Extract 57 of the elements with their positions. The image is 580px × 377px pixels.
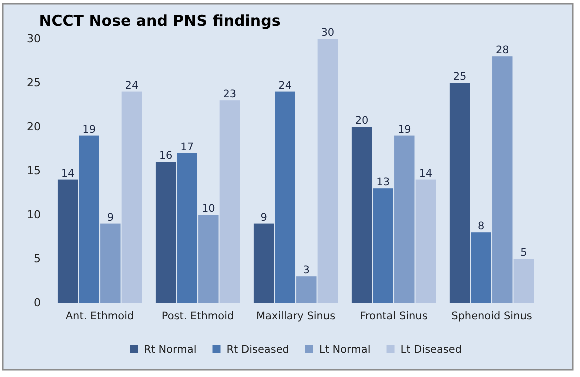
data-label: 25 — [453, 71, 467, 83]
data-label: 30 — [321, 27, 335, 39]
bar — [296, 276, 317, 303]
bar — [156, 162, 176, 303]
data-label: 24 — [125, 80, 139, 92]
x-tick-label: Ant. Ethmoid — [66, 310, 134, 322]
x-tick-label: Post. Ethmoid — [162, 310, 234, 322]
bar — [79, 136, 100, 303]
legend-label: Lt Diseased — [400, 344, 462, 356]
bar — [352, 127, 372, 303]
y-tick-label: 0 — [34, 296, 41, 310]
data-label: 13 — [376, 176, 390, 189]
bar — [394, 136, 415, 303]
data-label: 9 — [107, 212, 114, 224]
data-label: 10 — [202, 203, 216, 215]
data-label: 19 — [82, 124, 96, 136]
bar — [58, 180, 78, 303]
data-label: 14 — [419, 168, 433, 180]
data-label: 24 — [278, 80, 292, 92]
bar — [254, 224, 274, 303]
y-tick-label: 20 — [27, 120, 41, 134]
bar — [177, 153, 198, 303]
y-tick-label: 25 — [27, 76, 41, 90]
y-tick-label: 15 — [27, 164, 41, 178]
bar — [514, 259, 534, 303]
bar — [275, 92, 296, 303]
data-label: 9 — [260, 212, 268, 224]
bar — [318, 39, 338, 303]
data-label: 28 — [496, 44, 510, 57]
y-tick-label: 30 — [27, 32, 41, 46]
data-label: 14 — [61, 168, 76, 180]
data-label: 3 — [303, 264, 310, 277]
y-tick-label: 5 — [34, 252, 41, 266]
bar — [471, 232, 492, 303]
legend-label: Lt Normal — [319, 344, 371, 356]
data-label: 5 — [520, 247, 528, 259]
bar — [373, 188, 394, 303]
data-label: 20 — [355, 115, 369, 127]
y-tick-label: 10 — [27, 208, 41, 222]
bar — [122, 92, 142, 303]
bar — [492, 56, 513, 303]
bar — [416, 180, 436, 303]
data-label: 19 — [398, 124, 412, 136]
data-label: 17 — [180, 141, 194, 154]
legend-label: Rt Diseased — [226, 344, 290, 356]
bar — [220, 100, 240, 303]
data-label: 8 — [478, 220, 485, 233]
bar — [198, 215, 219, 303]
bar — [100, 224, 121, 303]
bar — [450, 83, 470, 303]
x-tick-label: Sphenoid Sinus — [452, 310, 532, 322]
data-label: 16 — [159, 150, 174, 162]
chart-title: NCCT Nose and PNS findings — [39, 12, 281, 30]
legend-label: Rt Normal — [144, 344, 197, 356]
x-tick-label: Maxillary Sinus — [256, 310, 336, 322]
data-label: 23 — [223, 88, 237, 101]
x-tick-label: Frontal Sinus — [360, 310, 428, 322]
